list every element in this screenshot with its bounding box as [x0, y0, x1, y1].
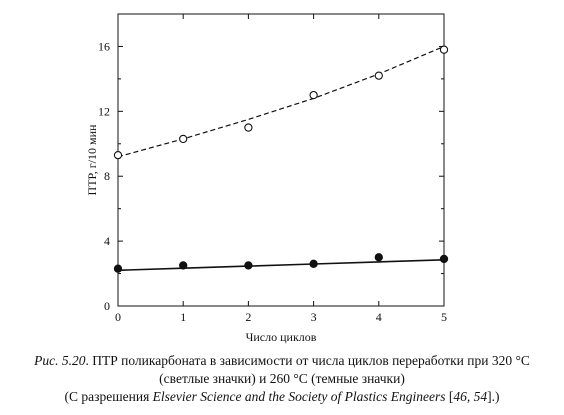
filled-data-point: [309, 259, 318, 268]
y-tick-label: 0: [104, 299, 110, 313]
y-tick-label: 8: [104, 169, 110, 183]
caption-title-text: . ПТР поликарбоната в зависимости от чис…: [85, 353, 530, 368]
filled-data-point: [439, 254, 449, 264]
open-data-point: [374, 71, 383, 80]
plot-frame: [117, 13, 445, 307]
y-tick-label: 16: [98, 39, 110, 53]
x-tick-label: 5: [441, 310, 447, 324]
open-data-point: [244, 123, 253, 132]
y-tick-label: 12: [98, 104, 110, 118]
caption-line-3: (С разрешения Elsevier Science and the S…: [0, 388, 564, 406]
filled-data-point: [179, 261, 188, 270]
filled-series-line: [117, 259, 445, 272]
open-data-point: [309, 90, 318, 100]
caption-refs-close: ].): [487, 389, 500, 404]
caption-source: Elsevier Science and the Society of Plas…: [152, 389, 446, 404]
figure-caption: Рис. 5.20. ПТР поликарбоната в зависимос…: [0, 352, 564, 406]
x-tick-label: 4: [376, 310, 382, 324]
x-tick-label: 1: [180, 310, 186, 324]
caption-permission-prefix: (С разрешения: [64, 389, 153, 404]
x-tick-label: 3: [311, 310, 317, 324]
open-data-point: [113, 150, 123, 160]
caption-refs: 46, 54: [453, 389, 488, 404]
caption-figure-label: Рис. 5.20: [34, 353, 86, 368]
open-data-point: [179, 134, 188, 144]
caption-line-2: (светлые значки) и 260 °С (темные значки…: [159, 371, 405, 386]
filled-data-point: [113, 264, 123, 273]
series-layer: [113, 45, 449, 273]
caption-line-1: Рис. 5.20. ПТР поликарбоната в зависимос…: [0, 352, 564, 370]
filled-data-point: [244, 261, 253, 270]
x-axis-title: Число циклов: [246, 330, 317, 344]
filled-data-point: [374, 253, 383, 262]
y-axis-title: ПТР, г/10 мин: [85, 124, 99, 195]
caption-refs-open: [: [445, 389, 454, 404]
open-data-point: [439, 45, 449, 54]
x-tick-label: 2: [245, 310, 251, 324]
x-tick-label: 0: [115, 310, 121, 324]
open-series-line: [117, 45, 445, 158]
y-tick-label: 4: [104, 234, 110, 248]
